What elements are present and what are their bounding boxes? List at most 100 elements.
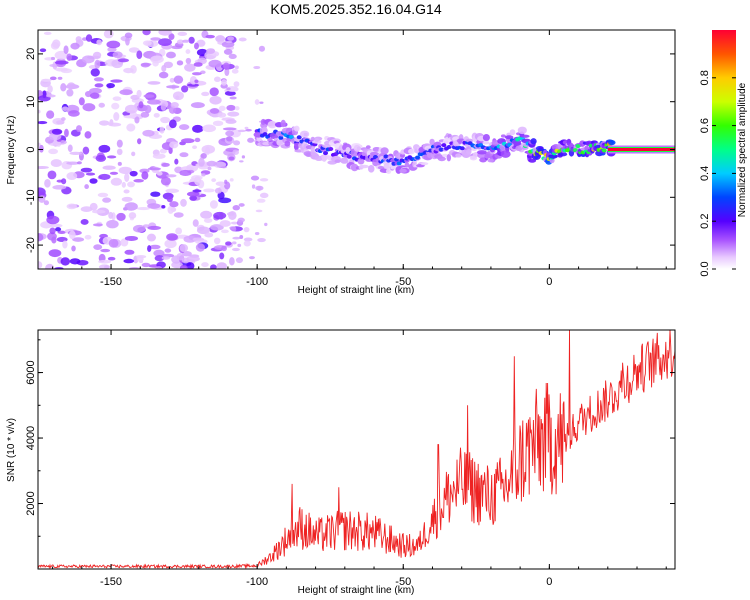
noise-blob xyxy=(237,129,247,133)
noise-blob xyxy=(239,235,244,239)
noise-blob xyxy=(247,137,255,143)
noise-blob xyxy=(84,234,92,240)
noise-blob xyxy=(190,102,205,109)
noise-blob xyxy=(66,82,76,90)
ridge-halo xyxy=(280,119,286,128)
noise-blob xyxy=(165,188,180,193)
noise-blob xyxy=(212,120,224,127)
ridge-halo xyxy=(386,168,392,174)
noise-blob xyxy=(221,229,229,234)
noise-blob xyxy=(116,212,126,221)
noise-blob xyxy=(54,60,69,65)
noise-blob xyxy=(200,152,207,159)
noise-blob xyxy=(245,128,252,132)
noise-blob xyxy=(194,137,201,143)
noise-blob xyxy=(41,78,52,82)
noise-blob xyxy=(170,101,179,109)
noise-blob xyxy=(233,140,241,146)
noise-blob xyxy=(81,55,95,64)
noise-blob xyxy=(57,76,63,80)
noise-blob xyxy=(238,37,247,42)
noise-blob xyxy=(72,237,85,242)
noise-blob xyxy=(146,233,157,242)
colorbar-tick-label: 0.0 xyxy=(699,261,711,276)
top-y-tick-label: -10 xyxy=(25,189,37,205)
noise-blob xyxy=(98,259,112,264)
noise-blob xyxy=(94,83,104,88)
noise-blob xyxy=(76,161,82,165)
noise-blob xyxy=(257,238,266,243)
noise-blob xyxy=(142,129,155,137)
snr-axes: -150 -100 -50 0 2000 4000 6000 xyxy=(25,330,675,588)
ridge-halo xyxy=(515,145,523,152)
noise-blob xyxy=(237,243,242,248)
noise-blob xyxy=(243,237,253,242)
noise-blob xyxy=(232,236,241,240)
ridge-halo xyxy=(350,163,359,172)
snr-frame xyxy=(37,329,676,570)
ridge-halo xyxy=(334,159,341,163)
noise-blob xyxy=(84,131,92,139)
noise-blob xyxy=(62,240,68,249)
noise-blob xyxy=(46,110,55,119)
noise-blob xyxy=(43,31,52,36)
noise-blob xyxy=(215,35,226,43)
noise-blob xyxy=(89,202,98,211)
noise-blob xyxy=(188,36,195,44)
noise-blob xyxy=(167,205,174,214)
noise-blob xyxy=(164,248,172,253)
noise-blob xyxy=(189,195,198,201)
noise-blob xyxy=(49,227,56,235)
noise-blob xyxy=(98,102,105,108)
bottom-y-tick-label: 4000 xyxy=(25,426,37,450)
noise-blob xyxy=(161,205,166,209)
noise-blob xyxy=(106,155,117,159)
noise-blob xyxy=(103,30,114,39)
ridge-halo xyxy=(500,134,506,138)
noise-blob xyxy=(51,128,63,135)
noise-blob xyxy=(128,47,140,53)
noise-blob xyxy=(117,161,122,166)
noise-blob xyxy=(182,39,190,43)
top-x-tick-label: -50 xyxy=(395,276,411,288)
ridge-core xyxy=(346,154,352,159)
noise-blob xyxy=(139,168,150,174)
snr-marks xyxy=(38,330,675,569)
ridge-halo xyxy=(356,146,362,151)
noise-blob xyxy=(136,50,143,60)
noise-blob xyxy=(221,245,227,252)
noise-blob xyxy=(153,112,160,118)
noise-blob xyxy=(228,53,237,60)
ridge-halo xyxy=(369,151,379,156)
noise-blob xyxy=(96,39,102,46)
ridge-halo xyxy=(420,162,429,166)
noise-blob xyxy=(118,166,132,175)
noise-blob xyxy=(47,85,53,93)
noise-blob xyxy=(191,72,202,76)
noise-blob xyxy=(251,184,256,189)
noise-blob xyxy=(173,212,184,218)
ridge-halo xyxy=(310,151,317,156)
noise-blob xyxy=(57,230,66,235)
noise-blob xyxy=(123,115,137,119)
ridge-halo xyxy=(455,153,462,158)
noise-blob xyxy=(119,89,133,96)
bottom-x-axis-label: Height of straight line (km) xyxy=(298,585,415,596)
noise-blob xyxy=(158,30,172,36)
ridge-halo xyxy=(520,134,530,138)
noise-blob xyxy=(135,255,147,259)
noise-blob xyxy=(149,244,161,250)
noise-blob xyxy=(138,101,144,109)
noise-blob xyxy=(124,173,130,182)
noise-blob xyxy=(169,201,179,208)
noise-blob xyxy=(239,160,244,163)
noise-blob xyxy=(183,235,197,243)
ridge-halo xyxy=(408,148,415,155)
noise-blob xyxy=(187,83,200,87)
colorbar: 0.0 0.2 0.4 0.6 0.8 Normalized spectral ampl… xyxy=(699,30,748,277)
noise-blob xyxy=(66,53,73,61)
ridge-core xyxy=(262,132,268,137)
noise-blob xyxy=(90,68,100,77)
noise-blob xyxy=(39,144,44,153)
